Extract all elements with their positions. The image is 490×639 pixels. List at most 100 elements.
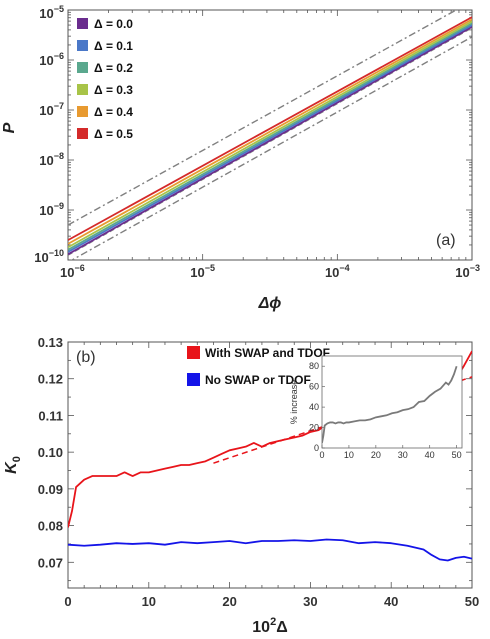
panel-b-tag: (b) bbox=[76, 349, 96, 366]
legend-swatch bbox=[187, 373, 200, 386]
y-tick-label: 10−7 bbox=[39, 101, 64, 118]
panel-a: 10−6 10−5 10−4 10−3 10−1010−910−810−710−610… bbox=[1, 4, 480, 312]
y-tick-label-exponent: −8 bbox=[54, 151, 64, 161]
y-tick-label: 10−9 bbox=[39, 201, 64, 218]
legend-label: Δ = 0.3 bbox=[94, 83, 133, 97]
inset-x-tick-label: 20 bbox=[371, 450, 381, 460]
panel-b-fit-lines bbox=[213, 376, 472, 464]
inset-y-tick-label: 60 bbox=[309, 382, 319, 392]
x-tick-label: 10 bbox=[142, 594, 156, 609]
y-tick-label-base: 10 bbox=[39, 103, 53, 118]
legend-label: Δ = 0.0 bbox=[94, 17, 133, 31]
legend-label: Δ = 0.1 bbox=[94, 39, 133, 53]
series-line-delta-3 bbox=[68, 20, 472, 249]
x-tick-label-base: 10 bbox=[455, 265, 469, 280]
legend-swatch bbox=[77, 84, 88, 95]
inset-x-tick-label: 40 bbox=[425, 450, 435, 460]
x-tick-label-exponent: −5 bbox=[205, 263, 215, 273]
legend-label: With SWAP and TDOF bbox=[205, 346, 330, 360]
legend-swatch bbox=[77, 18, 88, 29]
panel-a-x-tick-labels: 10−6 10−5 10−4 10−3 bbox=[60, 263, 480, 280]
y-tick-label: 10−8 bbox=[39, 151, 64, 168]
y-tick-label-exponent: −10 bbox=[49, 248, 64, 258]
y-tick-label: 10−6 bbox=[39, 51, 64, 68]
fit-line-0 bbox=[213, 376, 472, 464]
inset-series-line bbox=[322, 365, 458, 444]
series-line-delta-1 bbox=[68, 24, 472, 253]
inset-x-tick-label: 0 bbox=[319, 450, 324, 460]
y-tick-label-exponent: −9 bbox=[54, 201, 64, 211]
y-tick-label: 0.12 bbox=[38, 372, 63, 387]
panel-a-y-axis-label: P bbox=[1, 122, 18, 133]
x-tick-label: 10−3 bbox=[455, 263, 480, 280]
inset-x-tick-label: 30 bbox=[398, 450, 408, 460]
y-tick-label: 0.08 bbox=[38, 519, 63, 534]
x-tick-label: 10−6 bbox=[60, 263, 85, 280]
y-tick-label: 0.09 bbox=[38, 482, 63, 497]
y-tick-label: 0.10 bbox=[38, 445, 63, 460]
legend-swatch bbox=[77, 106, 88, 117]
x-tick-label: 30 bbox=[303, 594, 317, 609]
panel-b: 0 10 20 30 40 50 0.07 0.08 0.09 0.10 0.11 0.12 0.13… bbox=[3, 335, 479, 636]
panel-a-tag: (a) bbox=[436, 232, 456, 249]
x-tick-label: 10−5 bbox=[190, 263, 215, 280]
panel-b-ticks bbox=[67, 341, 473, 588]
x-tick-label: 50 bbox=[465, 594, 479, 609]
y-tick-label-base: 10 bbox=[39, 153, 53, 168]
x-tick-label: 40 bbox=[384, 594, 398, 609]
legend-label: No SWAP or TDOF bbox=[205, 373, 311, 387]
inset-y-tick-labels: 0 20 40 60 80 bbox=[309, 361, 319, 453]
y-tick-label: 0.07 bbox=[38, 555, 63, 570]
inset-x-tick-label: 10 bbox=[344, 450, 354, 460]
legend-label: Δ = 0.4 bbox=[94, 105, 133, 119]
x-tick-label: 20 bbox=[222, 594, 236, 609]
inset-y-tick-label: 20 bbox=[309, 423, 319, 433]
inset-series bbox=[322, 365, 458, 444]
y-tick-label: 10−5 bbox=[39, 4, 64, 21]
x-tick-label-base: 10 bbox=[60, 265, 74, 280]
y-tick-label-base: 10 bbox=[34, 250, 48, 265]
x-tick-label-exponent: −4 bbox=[339, 263, 349, 273]
panel-a-legend: Δ = 0.0 Δ = 0.1 Δ = 0.2 Δ = 0.3 Δ = 0.4 Δ = 0… bbox=[77, 17, 133, 141]
inset-ticks bbox=[321, 365, 457, 449]
panel-b-inset: 0 10 20 30 40 50 0 20 40 60 80 % increase bbox=[289, 355, 463, 460]
y-tick-label-base: 10 bbox=[39, 53, 53, 68]
legend-swatch bbox=[187, 346, 200, 359]
inset-frame bbox=[321, 355, 463, 449]
y-tick-label-exponent: −7 bbox=[54, 101, 64, 111]
y-tick-label: 0.13 bbox=[38, 335, 63, 350]
panel-b-x-axis-label-base: 10 bbox=[252, 619, 270, 636]
panel-a-series bbox=[68, 16, 472, 256]
panel-b-x-tick-labels: 0 10 20 30 40 50 bbox=[64, 594, 479, 609]
x-tick-label-exponent: −3 bbox=[470, 263, 480, 273]
panel-b-legend: With SWAP and TDOF No SWAP or TDOF bbox=[187, 346, 330, 387]
legend-swatch bbox=[77, 128, 88, 139]
panel-b-x-axis-label: 102Δ bbox=[252, 616, 287, 636]
panel-b-y-tick-labels: 0.07 0.08 0.09 0.10 0.11 0.12 0.13 bbox=[38, 335, 63, 570]
panel-b-y-axis-label-base: K bbox=[3, 461, 20, 474]
inset-x-tick-label: 50 bbox=[452, 450, 462, 460]
x-tick-label: 0 bbox=[64, 594, 71, 609]
panel-b-y-axis-label: K0 bbox=[3, 456, 23, 474]
x-tick-label: 10−4 bbox=[325, 263, 350, 280]
series-line-delta-4 bbox=[68, 18, 472, 245]
x-tick-label-base: 10 bbox=[325, 265, 339, 280]
inset-y-axis-label: % increase bbox=[289, 380, 299, 425]
y-tick-label-exponent: −5 bbox=[54, 4, 64, 14]
y-tick-label: 10−10 bbox=[34, 248, 64, 265]
inset-y-tick-label: 40 bbox=[309, 402, 319, 412]
reference-line-0 bbox=[68, 10, 458, 226]
panel-a-x-axis-label: Δϕ bbox=[258, 295, 282, 312]
series-line-delta-0 bbox=[68, 26, 472, 256]
inset-x-tick-labels: 0 10 20 30 40 50 bbox=[319, 450, 461, 460]
y-tick-label-base: 10 bbox=[39, 6, 53, 21]
series-line-delta-2 bbox=[68, 22, 472, 251]
y-tick-label: 0.11 bbox=[38, 408, 63, 423]
legend-label: Δ = 0.5 bbox=[94, 127, 133, 141]
series-line-no-swap bbox=[68, 538, 472, 562]
x-tick-label-base: 10 bbox=[190, 265, 204, 280]
legend-label: Δ = 0.2 bbox=[94, 61, 133, 75]
y-tick-label-exponent: −6 bbox=[54, 51, 64, 61]
